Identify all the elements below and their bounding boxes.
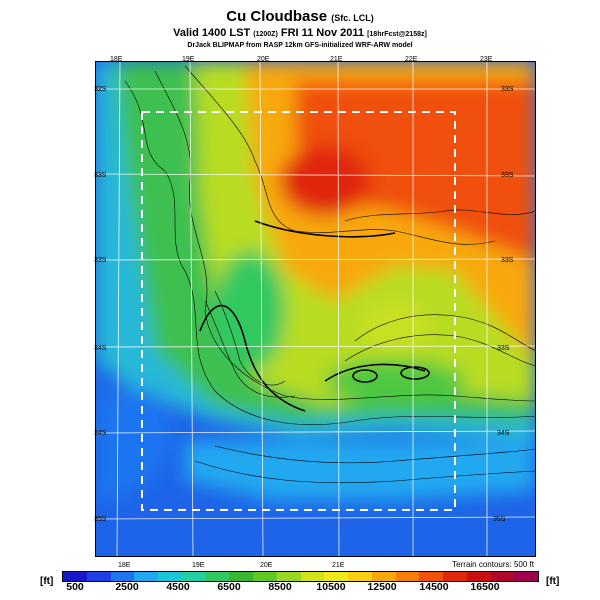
lat-label: 33S — [501, 86, 514, 93]
colorbar-label: 12500 — [367, 581, 397, 593]
valid-time: Valid 1400 LST — [173, 27, 251, 39]
colorbar-swatch — [63, 572, 87, 581]
map-subtitle: Valid 1400 LST (1200Z) FRI 11 Nov 2011 [… — [0, 27, 600, 39]
lat-label: 33S — [501, 257, 514, 264]
colorbar-unit-right: [ft] — [546, 576, 560, 587]
valid-utc: (1200Z) — [253, 31, 278, 38]
colorbar-swatch — [158, 572, 182, 581]
forecast-note: [18hrFcst@2158z] — [367, 31, 427, 38]
lon-label: 18E — [118, 562, 131, 569]
colorbar-swatch — [395, 572, 420, 581]
colorbar-swatch — [348, 572, 372, 581]
lat-label: 33S — [497, 345, 510, 352]
colorbar-label: 14500 — [419, 581, 449, 593]
lon-label: 21E — [330, 56, 343, 63]
lon-label: 20E — [260, 562, 273, 569]
colorbar-label: 6500 — [217, 581, 241, 593]
forecast-date: FRI 11 Nov 2011 — [280, 27, 365, 39]
colorbar-label: 2500 — [115, 581, 139, 593]
lat-label: 34S — [94, 345, 107, 352]
lat-label: 34S — [94, 430, 107, 437]
colorbar-swatch — [276, 572, 301, 581]
colorbar-label: 8500 — [268, 581, 292, 593]
lat-label: 35S — [94, 516, 107, 523]
colorbar-swatch — [514, 572, 538, 581]
map-credit: DrJack BLIPMAP from RASP 12km GFS-initia… — [187, 42, 413, 49]
colorbar-swatch — [466, 572, 491, 581]
lon-label: 20E — [257, 56, 270, 63]
title-note: (Sfc. LCL) — [331, 13, 374, 23]
colorbar-swatch — [253, 572, 277, 581]
colorbar-label: 500 — [66, 581, 84, 593]
colorbar-swatch — [134, 572, 158, 581]
colorbar-swatch — [490, 572, 515, 581]
lat-label: 32S — [94, 86, 107, 93]
colorbar-swatch — [300, 572, 325, 581]
colorbar-swatch — [419, 572, 443, 581]
colorbar-label: 16500 — [470, 581, 500, 593]
colorbar-swatch — [371, 572, 396, 581]
lon-label: 22E — [405, 56, 418, 63]
title-main: Cu Cloudbase — [226, 8, 328, 25]
colorbar-label: 4500 — [166, 581, 190, 593]
lat-label: 35S — [493, 516, 506, 523]
colorbar-swatch — [205, 572, 230, 581]
lat-label: 33S — [94, 172, 107, 179]
contour-note: Terrain contours: 500 ft — [452, 560, 534, 569]
lat-label: 33S — [94, 257, 107, 264]
lat-label: 34S — [497, 430, 510, 437]
lon-label: 19E — [192, 562, 205, 569]
cloudbase-map — [95, 61, 536, 557]
colorbar-label: 10500 — [316, 581, 346, 593]
colorbar-swatch — [181, 572, 206, 581]
colorbar-unit-left: [ft] — [40, 576, 54, 587]
colorbar-swatch — [324, 572, 348, 581]
lon-label: 21E — [332, 562, 345, 569]
lon-label: 19E — [182, 56, 195, 63]
lat-label: 33S — [501, 172, 514, 179]
colorbar-swatch — [443, 572, 467, 581]
colorbar-swatch — [229, 572, 253, 581]
colorbar-swatch — [110, 572, 135, 581]
map-title: Cu Cloudbase (Sfc. LCL) — [0, 8, 600, 25]
lon-label: 18E — [110, 56, 123, 63]
colorbar-swatch — [86, 572, 111, 581]
colorbar — [62, 571, 539, 582]
lon-label: 23E — [480, 56, 493, 63]
